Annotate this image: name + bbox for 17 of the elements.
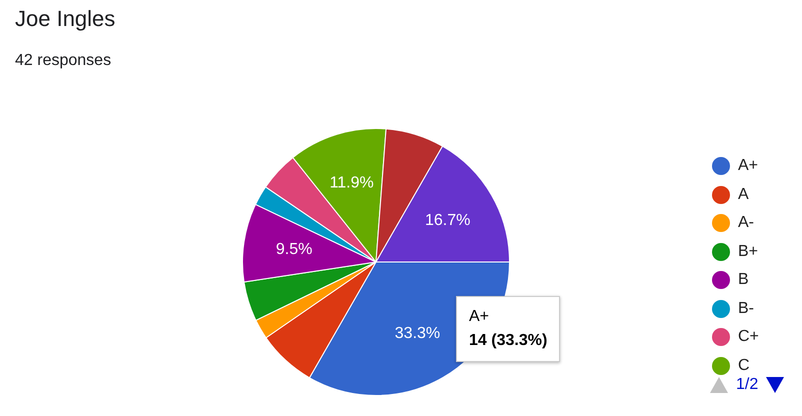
text: 1/2 [736, 376, 758, 394]
legend-label: A [738, 186, 749, 204]
legend-label: B [738, 271, 749, 290]
legend-label: B+ [738, 242, 758, 261]
legend-label: C [738, 356, 750, 375]
legend-label: B- [738, 300, 754, 318]
legend-label: A+ [738, 157, 758, 176]
text: 14 (33.3%) [469, 331, 548, 351]
data-label: 11.9% [330, 174, 374, 192]
text: 42 responses [15, 52, 112, 70]
data-label: 16.7% [424, 212, 470, 229]
data-label: 33.3% [394, 325, 440, 342]
data-label: 9.5% [276, 241, 312, 258]
legend-label: C+ [738, 328, 759, 346]
legend-label: A- [738, 214, 754, 232]
text: A+ [469, 307, 490, 327]
text: Joe Ingles [15, 6, 116, 32]
